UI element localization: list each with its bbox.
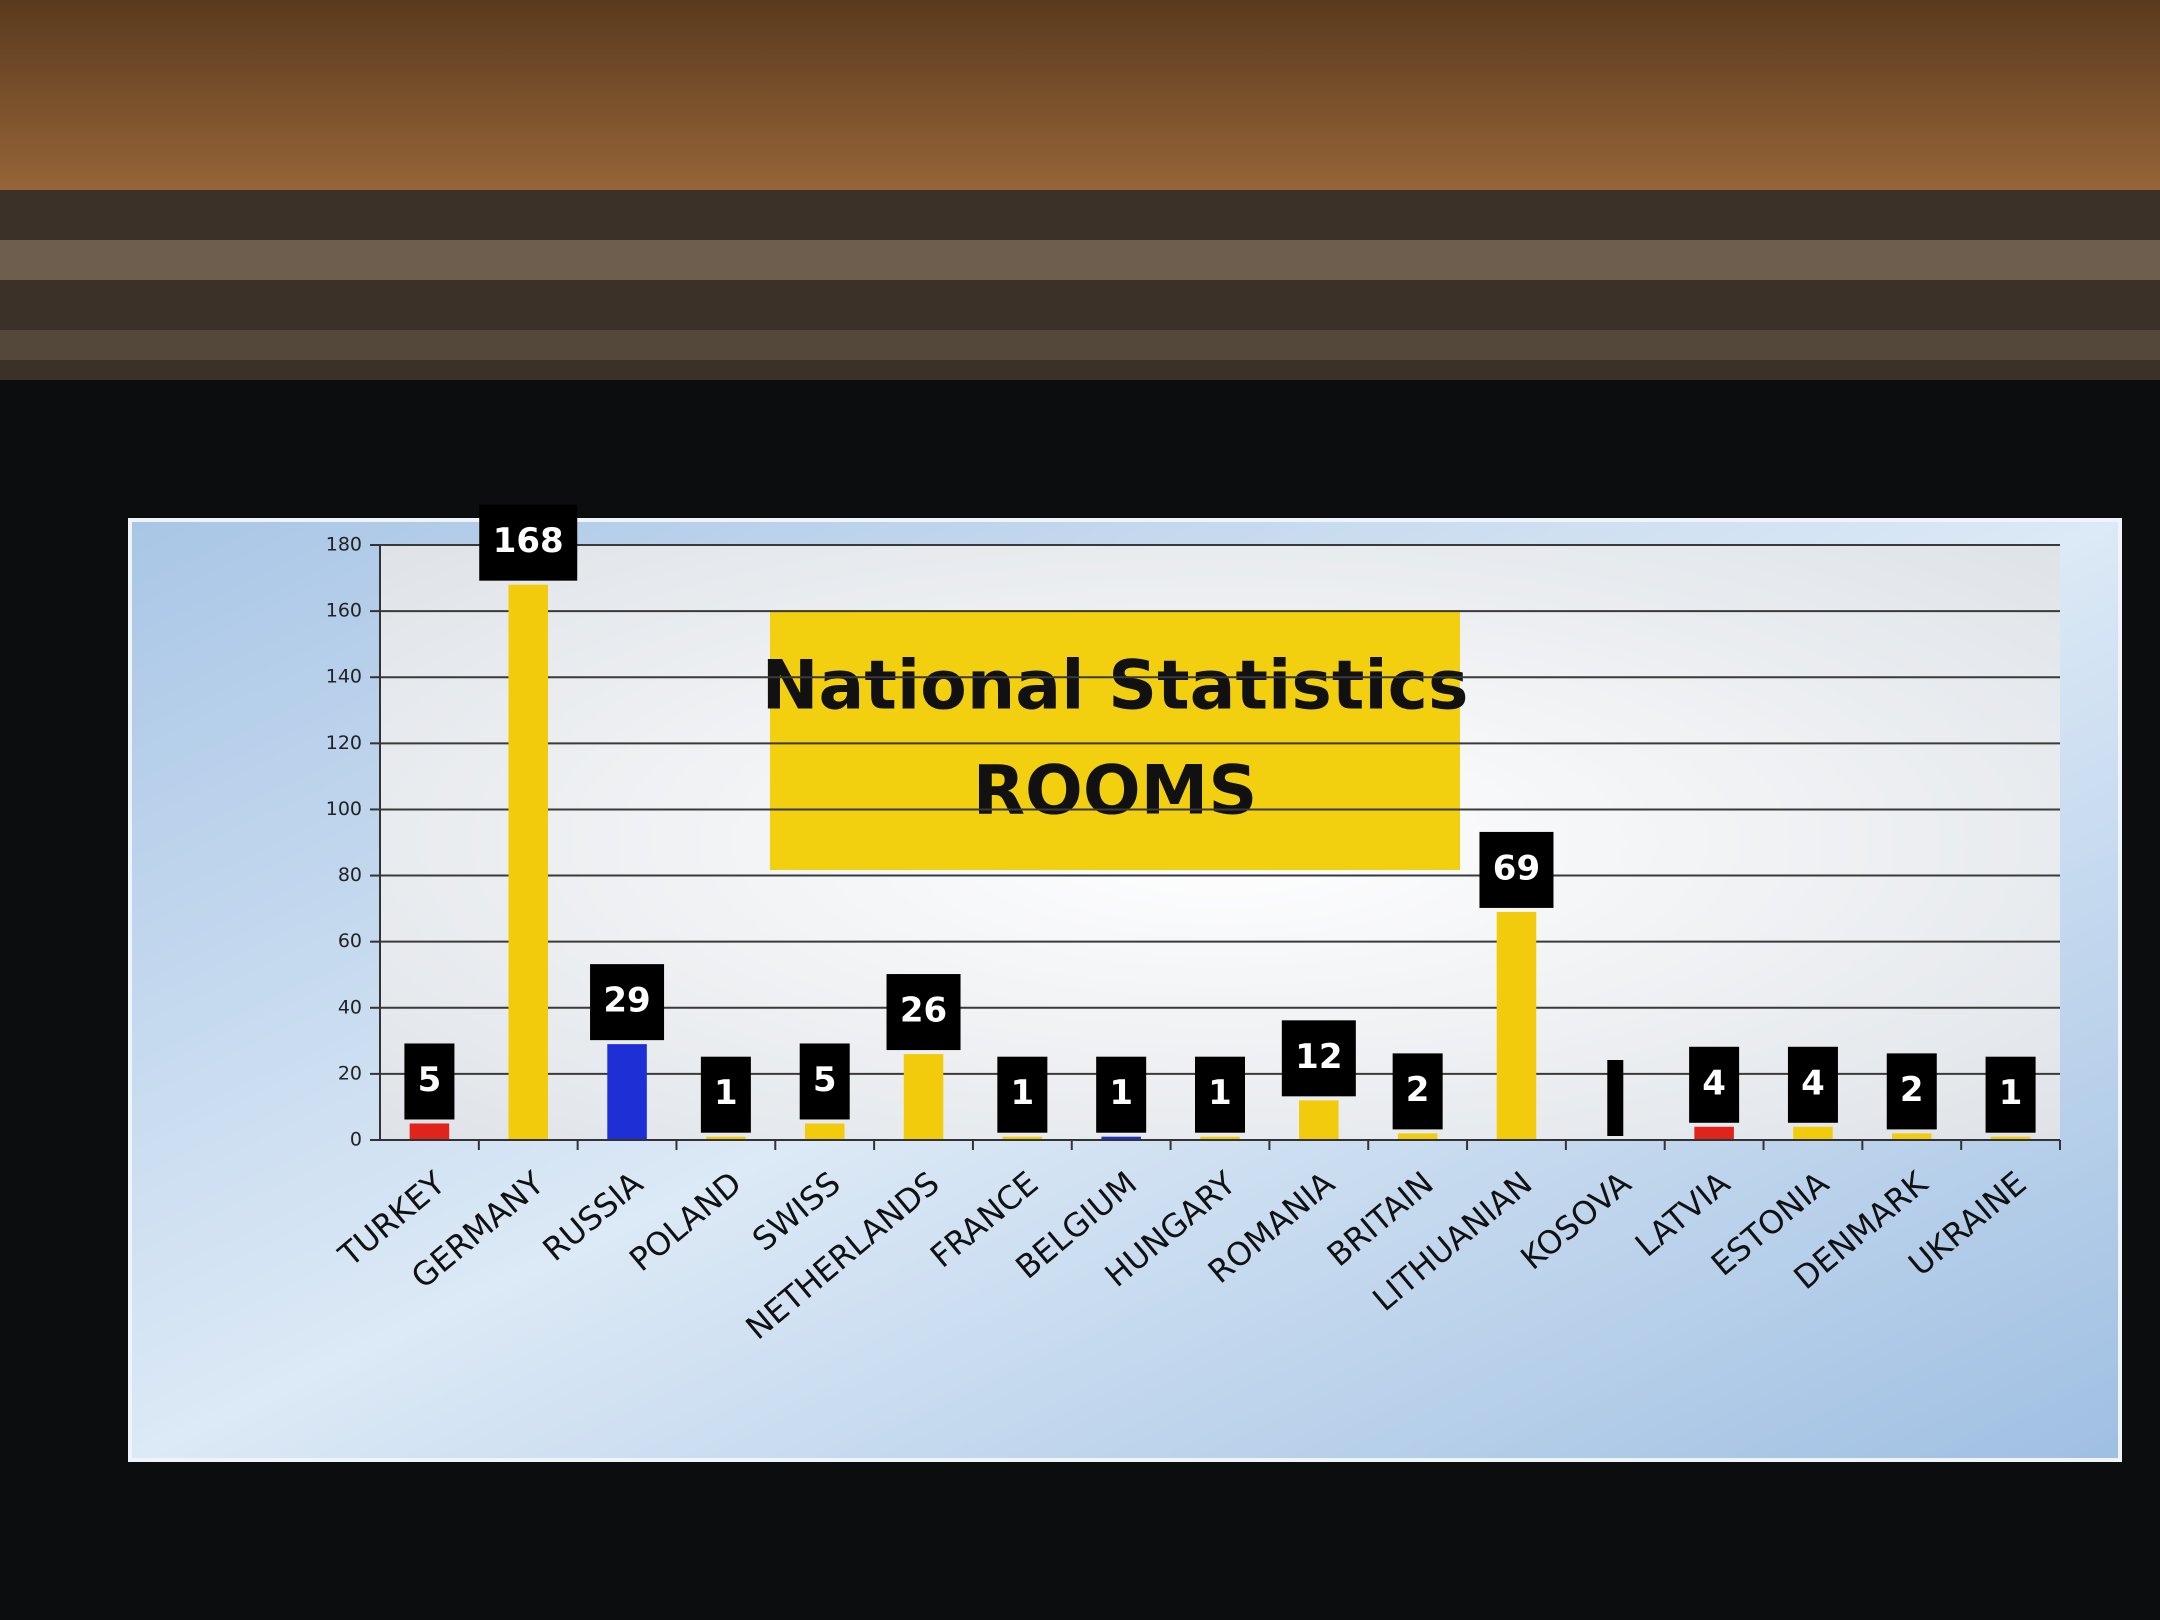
- frame-ornament: [0, 330, 2160, 360]
- value-label: 1: [1208, 1073, 1232, 1113]
- y-tick-label: 180: [326, 534, 362, 556]
- bar: [1990, 1136, 2031, 1140]
- bar: [1694, 1126, 1734, 1140]
- y-tick-label: 40: [338, 996, 362, 1018]
- value-label: 2: [1900, 1070, 1924, 1110]
- value-label-box: [700, 1056, 751, 1133]
- bar: [409, 1123, 450, 1140]
- y-tick-label: 140: [326, 666, 362, 688]
- bar: [804, 1123, 845, 1140]
- value-label: 2: [1406, 1070, 1430, 1110]
- y-tick-label: 80: [338, 864, 362, 886]
- bar: [1002, 1136, 1043, 1140]
- value-label-box: [1195, 1056, 1245, 1133]
- value-label-box: [886, 974, 961, 1051]
- title-box: [770, 610, 1460, 870]
- frame: [0, 190, 2160, 410]
- bar: [903, 1054, 944, 1140]
- value-label: 29: [603, 981, 650, 1021]
- value-label-box: [1886, 1053, 1937, 1130]
- value-label: 1: [1999, 1073, 2023, 1113]
- value-label-box: [590, 964, 665, 1041]
- y-tick-label: 0: [350, 1129, 362, 1151]
- y-tick-label: 60: [338, 930, 362, 952]
- bar: [1496, 911, 1537, 1140]
- value-label: 5: [418, 1060, 442, 1100]
- wall: [0, 0, 2160, 220]
- y-tick-label: 120: [326, 732, 362, 754]
- frame-ornament: [0, 240, 2160, 280]
- bar: [508, 584, 548, 1140]
- bar: [607, 1044, 647, 1140]
- value-label-box: [1689, 1046, 1740, 1123]
- value-label: 26: [900, 991, 947, 1031]
- bar: [1200, 1136, 1240, 1140]
- value-label-box: [1607, 1060, 1624, 1136]
- value-label-box: [997, 1056, 1048, 1133]
- value-label: 4: [1801, 1063, 1825, 1103]
- y-tick-label: 100: [326, 798, 362, 820]
- value-label-box: [404, 1043, 455, 1120]
- value-label: 1: [1011, 1073, 1035, 1113]
- bar: [706, 1136, 746, 1140]
- value-label-box: [479, 504, 578, 581]
- bar: [1101, 1136, 1141, 1140]
- value-label-box: [799, 1043, 850, 1120]
- value-label: 1: [1109, 1073, 1133, 1113]
- value-label: 69: [1493, 848, 1540, 888]
- y-tick-label: 160: [326, 600, 362, 622]
- bar: [1299, 1100, 1339, 1140]
- chart-subtitle: ROOMS: [973, 752, 1258, 831]
- value-label-box: [1281, 1020, 1356, 1097]
- value-label-box: [1096, 1056, 1147, 1133]
- chart-title: National Statistics: [762, 647, 1469, 726]
- bar: [1892, 1133, 1932, 1140]
- value-label-box: [1479, 831, 1554, 908]
- bar: [1793, 1126, 1833, 1140]
- value-label: 5: [813, 1060, 837, 1100]
- bar: [1397, 1133, 1438, 1140]
- y-tick-label: 20: [338, 1062, 362, 1084]
- value-label: 168: [493, 521, 564, 561]
- value-label: 1: [714, 1073, 738, 1113]
- value-label-box: [1392, 1053, 1443, 1130]
- value-label: 12: [1295, 1037, 1342, 1077]
- value-label-box: [1985, 1056, 2036, 1133]
- value-label: 4: [1702, 1063, 1726, 1103]
- value-label-box: [1787, 1046, 1838, 1123]
